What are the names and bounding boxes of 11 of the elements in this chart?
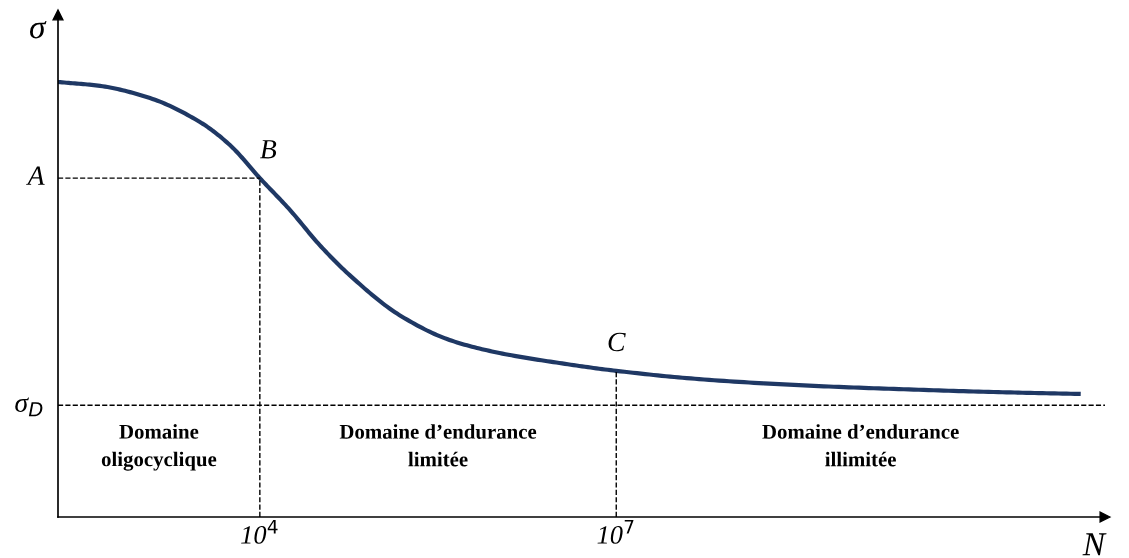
ref-line-label: A (26, 166, 45, 185)
x-axis-title: N (1082, 533, 1107, 556)
y-axis-title: σ (29, 20, 47, 39)
annotation: Domaine d’endurance limitée (339, 424, 537, 467)
annotation: Domaine d’endurance illimitée (762, 424, 959, 467)
x-tick-label: 10$^{7}$ (597, 519, 634, 544)
annotation: C (608, 332, 626, 352)
annotation: B (260, 140, 277, 159)
ref-line-label: σ$_{D}$ (15, 397, 43, 417)
annotation: Domaine oligocyclique (101, 424, 217, 471)
x-tick-label: 10$^{4}$ (241, 519, 278, 544)
